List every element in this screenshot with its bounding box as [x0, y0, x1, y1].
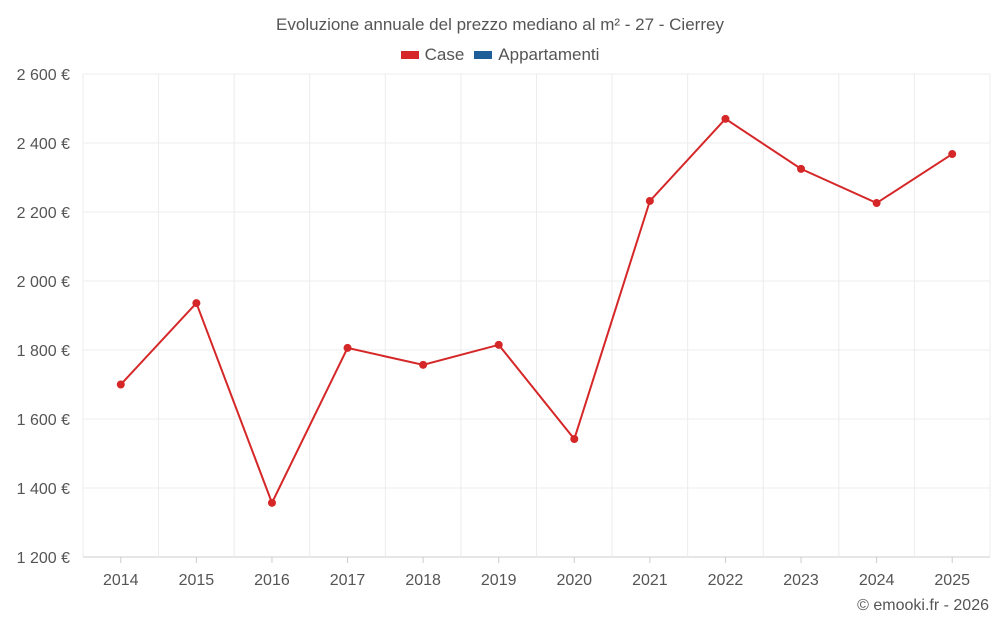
- data-point: [948, 150, 957, 159]
- data-point: [494, 340, 503, 349]
- x-tick-label: 2025: [934, 572, 970, 589]
- legend-item-case[interactable]: Case: [400, 45, 465, 65]
- y-tick-label: 1 400 €: [17, 481, 70, 498]
- legend-item-appartamenti[interactable]: Appartamenti: [474, 45, 599, 65]
- y-tick-label: 2 200 €: [17, 205, 70, 222]
- data-point: [116, 380, 125, 389]
- data-point: [419, 360, 428, 369]
- y-tick-label: 2 000 €: [17, 274, 70, 291]
- x-tick-label: 2019: [481, 572, 517, 589]
- x-tick-label: 2014: [103, 572, 139, 589]
- credit: © emooki.fr - 2026: [857, 597, 989, 614]
- data-point: [721, 114, 730, 123]
- legend-label: Case: [424, 45, 465, 64]
- legend-label: Appartamenti: [498, 45, 600, 64]
- x-tick-label: 2016: [254, 572, 290, 589]
- data-point: [267, 498, 276, 507]
- y-tick-label: 2 400 €: [17, 136, 70, 153]
- data-point: [872, 199, 881, 208]
- data-point: [570, 435, 579, 444]
- data-point: [797, 164, 806, 173]
- legend-swatch: [400, 51, 419, 59]
- data-point: [343, 343, 352, 352]
- x-tick-label: 2017: [330, 572, 366, 589]
- series-line-case: [120, 117, 953, 506]
- y-tick-label: 2 600 €: [17, 67, 70, 84]
- x-tick-label: 2020: [556, 572, 592, 589]
- x-tick-label: 2015: [179, 572, 215, 589]
- x-tick-label: 2021: [632, 572, 668, 589]
- x-tick-label: 2022: [708, 572, 744, 589]
- x-tick-label: 2023: [783, 572, 819, 589]
- legend: Case Appartamenti: [0, 45, 1000, 65]
- data-point: [192, 299, 201, 308]
- x-tick-label: 2024: [859, 572, 895, 589]
- y-tick-label: 1 800 €: [17, 343, 70, 360]
- chart-title: Evoluzione annuale del prezzo mediano al…: [276, 15, 724, 34]
- y-tick-label: 1 600 €: [17, 412, 70, 429]
- y-tick-label: 1 200 €: [17, 550, 70, 567]
- data-point: [645, 196, 654, 205]
- x-tick-label: 2018: [405, 572, 441, 589]
- legend-swatch: [474, 51, 493, 59]
